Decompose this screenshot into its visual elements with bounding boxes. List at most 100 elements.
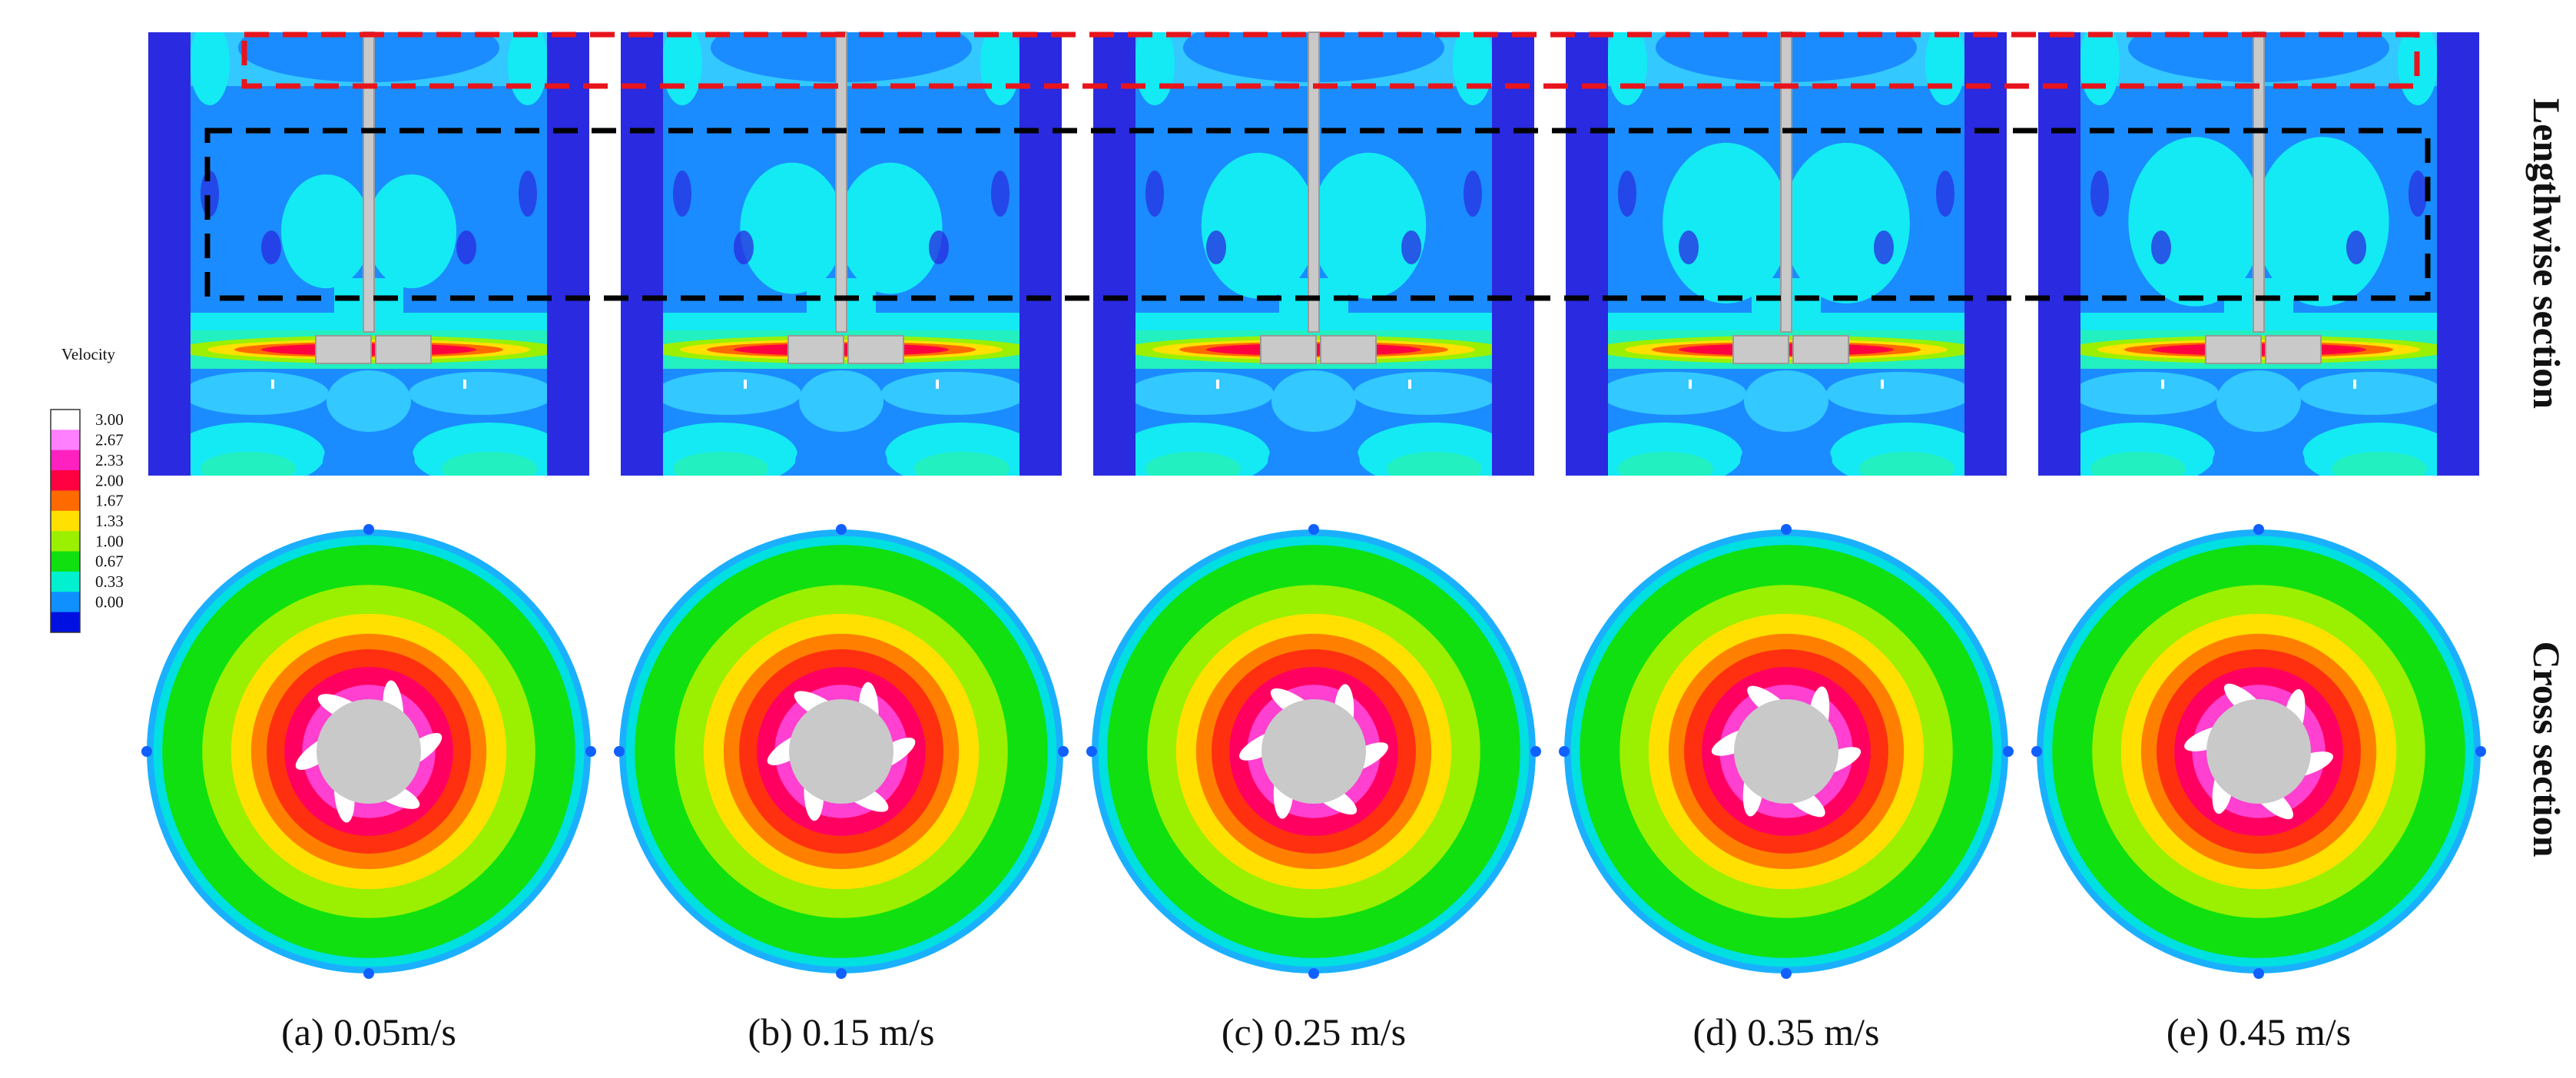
probe — [2353, 380, 2356, 389]
baffle-right — [1964, 32, 2007, 476]
lower-eddy — [2299, 372, 2445, 415]
legend-swatch — [51, 531, 80, 552]
lower-eddy — [1128, 372, 1274, 415]
panel-captions: (a) 0.05m/s (b) 0.15 m/s (c) 0.25 m/s (d) 0… — [281, 1010, 2351, 1053]
cross-section — [141, 524, 596, 979]
impeller-blade-right — [2265, 335, 2322, 364]
lengthwise-section — [1093, 32, 1534, 476]
lower-eddy — [1354, 372, 1500, 415]
baffle-notch — [2253, 968, 2264, 979]
baffle-right — [1019, 32, 1062, 476]
impeller-shaft — [1780, 32, 1792, 333]
legend-tick-label: 3.00 — [95, 410, 124, 429]
cross-section — [1559, 524, 2014, 979]
black-dashed-box — [204, 128, 2431, 301]
bottom-loop-core — [673, 452, 768, 476]
impeller-blade-left — [2205, 335, 2262, 364]
baffle-notch — [836, 968, 847, 979]
side-eddy — [991, 171, 1010, 217]
circulation-lobe-right — [366, 174, 457, 289]
impeller-shaft — [835, 32, 847, 333]
panel-caption: (b) 0.15 m/s — [748, 1010, 934, 1053]
baffle-left — [148, 32, 191, 476]
probe — [2161, 380, 2164, 389]
legend-swatch — [51, 510, 80, 532]
baffle-notch — [363, 524, 374, 535]
bottom-loop-core — [201, 452, 296, 476]
panels — [141, 32, 2486, 979]
lengthwise-section — [2038, 32, 2479, 476]
probe — [1408, 380, 1411, 389]
baffle-notch — [141, 746, 152, 757]
legend-tick-label: 0.00 — [95, 592, 124, 611]
velocity-legend: Velocity 3.00 2.67 2.33 2.00 1.67 1.33 1.00 0.6… — [50, 345, 124, 633]
lower-center — [799, 370, 884, 432]
red-dashed-box — [241, 32, 2420, 89]
side-eddy — [1679, 231, 1699, 264]
lower-eddy — [183, 372, 329, 415]
lower-eddy — [409, 372, 555, 415]
panel-caption: (a) 0.05m/s — [281, 1010, 456, 1053]
baffle-notch — [1559, 746, 1570, 757]
lower-center — [2216, 370, 2301, 432]
impeller-shaft — [2253, 32, 2265, 333]
impeller-shaft — [1308, 32, 1320, 333]
legend-tick-label: 2.00 — [95, 471, 124, 489]
cross-section — [614, 524, 1069, 979]
baffle-right — [1492, 32, 1534, 476]
baffle-notch — [1058, 746, 1069, 757]
bottom-center — [1268, 432, 1360, 476]
impeller-hub — [1261, 699, 1366, 804]
side-eddy — [1464, 171, 1482, 217]
impeller-hub — [2206, 699, 2311, 804]
side-eddy — [519, 171, 537, 217]
bottom-center — [323, 432, 415, 476]
probe — [271, 380, 274, 389]
circulation-lobe-left — [280, 174, 371, 289]
legend-title: Velocity — [61, 345, 115, 363]
side-eddy — [2346, 231, 2366, 264]
panel-caption: (c) 0.25 m/s — [1222, 1010, 1406, 1053]
baffle-right — [547, 32, 589, 476]
probe — [1881, 380, 1884, 389]
row-label-lengthwise: Lengthwise section — [2525, 98, 2568, 409]
side-eddy — [2090, 171, 2109, 217]
baffle-notch — [836, 524, 847, 535]
baffle-left — [2038, 32, 2080, 476]
legend-tick-label: 0.67 — [95, 552, 124, 571]
lengthwise-contours — [1566, 32, 2007, 476]
impeller-blade-right — [1792, 335, 1849, 364]
lengthwise-section — [1566, 32, 2007, 476]
lower-center — [1271, 370, 1356, 432]
bottom-center — [2213, 432, 2305, 476]
bottom-loop-core — [1145, 452, 1241, 476]
legend-swatch — [51, 410, 80, 430]
baffle-left — [1566, 32, 1608, 476]
bottom-loop-core — [1859, 452, 1954, 476]
side-eddy — [1618, 171, 1636, 217]
wall-eddy — [190, 32, 230, 105]
impeller-hub — [789, 699, 893, 804]
lower-eddy — [1826, 372, 1972, 415]
side-eddy — [1145, 171, 1164, 217]
impeller-shaft — [363, 32, 375, 333]
baffle-notch — [1308, 524, 1319, 535]
cross-section — [2031, 524, 2486, 979]
baffle-left — [1093, 32, 1135, 476]
legend-swatch — [51, 571, 80, 592]
panel-caption: (e) 0.45 m/s — [2167, 1010, 2351, 1053]
lengthwise-section — [621, 32, 1062, 476]
side-eddy — [2151, 231, 2171, 264]
circulation-lobe-right — [838, 162, 943, 294]
baffle-notch — [363, 968, 374, 979]
probe — [936, 380, 939, 389]
lower-eddy — [881, 372, 1027, 415]
legend-colorbar — [50, 409, 81, 633]
highlight-boxes — [204, 32, 2431, 301]
bottom-loop-core — [442, 452, 537, 476]
baffle-notch — [2031, 746, 2042, 757]
cross-section — [1086, 524, 1541, 979]
bottom-loop-core — [2332, 452, 2427, 476]
baffle-notch — [2475, 746, 2486, 757]
